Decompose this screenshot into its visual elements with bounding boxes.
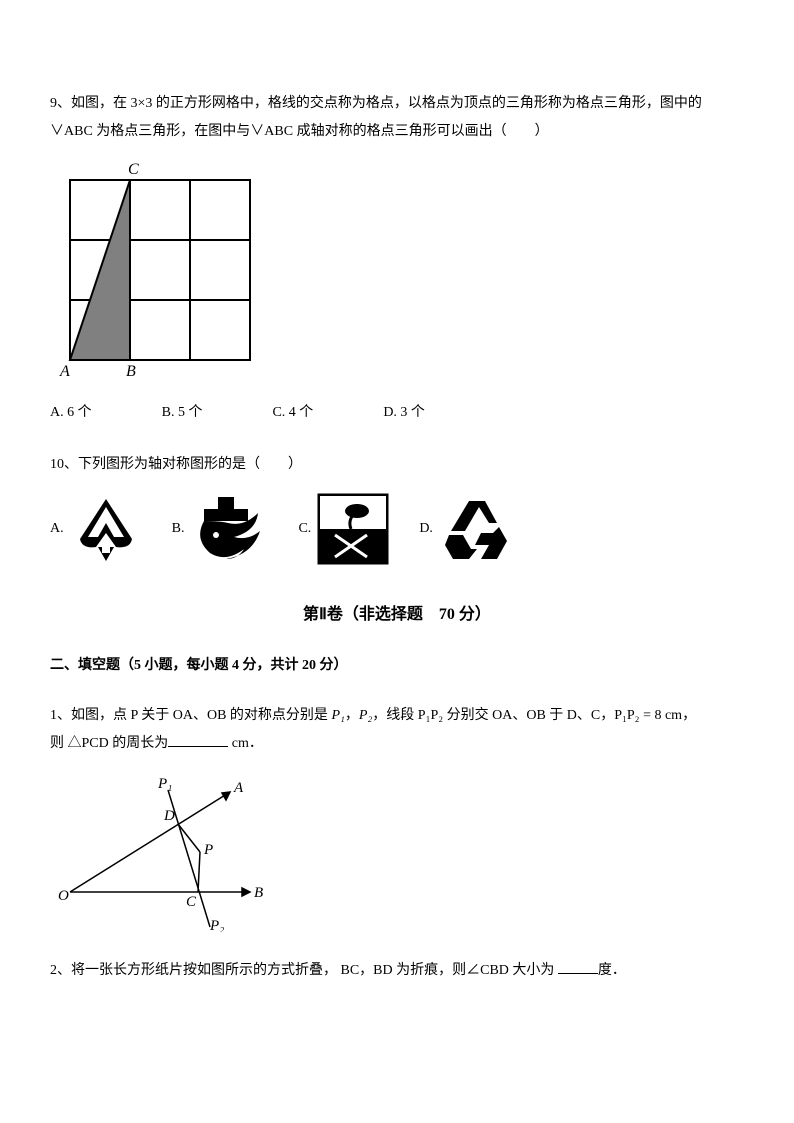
q10-label-a[interactable]: A.	[50, 521, 64, 537]
label-b: B	[126, 363, 136, 380]
label-a: A	[59, 363, 70, 380]
fq1-figure: O A B P₁ P₂ D C P	[50, 772, 744, 937]
lbl-p2: P₂	[209, 918, 224, 932]
lbl-o: O	[58, 888, 69, 904]
lbl-b: B	[254, 885, 263, 901]
part2-title: 第Ⅱ卷（非选择题 70 分）	[50, 600, 744, 624]
q10-label-c[interactable]: C.	[298, 521, 311, 537]
q10-text: 10、下列图形为轴对称图形的是（ ）	[50, 451, 744, 479]
q9-choices: A. 6 个 B. 5 个 C. 4 个 D. 3 个	[50, 401, 744, 421]
lbl-d: D	[163, 808, 175, 824]
q10-label-b[interactable]: B.	[172, 521, 185, 537]
fq1-line2-prefix: 则 △PCD 的周长为	[50, 736, 168, 751]
q10-icon-a	[70, 493, 142, 565]
lbl-p1: P₁	[157, 776, 172, 792]
q9-choice-d[interactable]: D. 3 个	[383, 401, 425, 421]
fq1-mid2: ，线段 P₁P₂ 分别交 OA、OB 于 D、C，P₁P₂ = 8 cm，	[372, 708, 696, 723]
q10-label-d[interactable]: D.	[419, 521, 433, 537]
fq1-prefix: 1、如图，点 P 关于 OA、OB 的对称点分别是	[50, 708, 331, 723]
lbl-p: P	[203, 842, 213, 858]
q10-icon-c	[317, 493, 389, 565]
fq2-text: 2、将一张长方形纸片按如图所示的方式折叠， BC，BD 为折痕，则∠CBD 大小…	[50, 957, 744, 985]
q10-choices: A. B. C.	[50, 493, 744, 565]
fq2-prefix: 2、将一张长方形纸片按如图所示的方式折叠， BC，BD 为折痕，则∠CBD 大小…	[50, 963, 558, 978]
fq1-line2-suffix: cm．	[228, 736, 263, 751]
q9-choice-c[interactable]: C. 4 个	[272, 401, 313, 421]
fq1-p1: P₁	[331, 708, 344, 723]
q9-choice-a[interactable]: A. 6 个	[50, 401, 92, 421]
part2-subsection: 二、填空题（5 小题，每小题 4 分，共计 20 分）	[50, 654, 744, 674]
fq1-text: 1、如图，点 P 关于 OA、OB 的对称点分别是 P₁，P₂，线段 P₁P₂ …	[50, 702, 744, 758]
label-c: C	[128, 161, 139, 178]
lbl-c: C	[186, 894, 197, 910]
lbl-a: A	[233, 780, 244, 796]
fq1-p2: P₂	[359, 708, 372, 723]
q9-text: 9、如图，在 3×3 的正方形网格中，格线的交点称为格点，以格点为顶点的三角形称…	[50, 90, 744, 146]
fq1-mid1: ，	[345, 708, 359, 723]
q10-icon-b	[190, 493, 268, 565]
q9-choice-b[interactable]: B. 5 个	[162, 401, 203, 421]
fq1-blank[interactable]	[168, 732, 228, 747]
q10-icon-d	[439, 493, 515, 565]
fq2-blank[interactable]	[558, 959, 598, 974]
q9-figure: C A B	[50, 160, 744, 385]
fq2-suffix: 度．	[598, 963, 626, 978]
